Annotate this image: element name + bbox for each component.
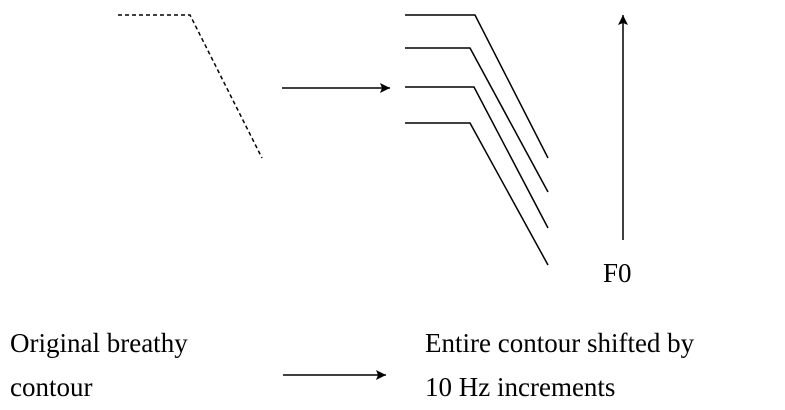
shifted-contour (405, 122, 549, 266)
caption-line: 10 Hz increments (425, 372, 615, 402)
caption-line: Original breathy (10, 328, 188, 358)
original-contour (118, 14, 263, 159)
shifted-contour (405, 47, 549, 193)
axis-label: F0 (603, 258, 632, 288)
shifted-contour (405, 86, 549, 229)
caption-line: Entire contour shifted by (425, 328, 695, 358)
shifted-contour (405, 14, 549, 159)
caption-line: contour (10, 372, 92, 402)
